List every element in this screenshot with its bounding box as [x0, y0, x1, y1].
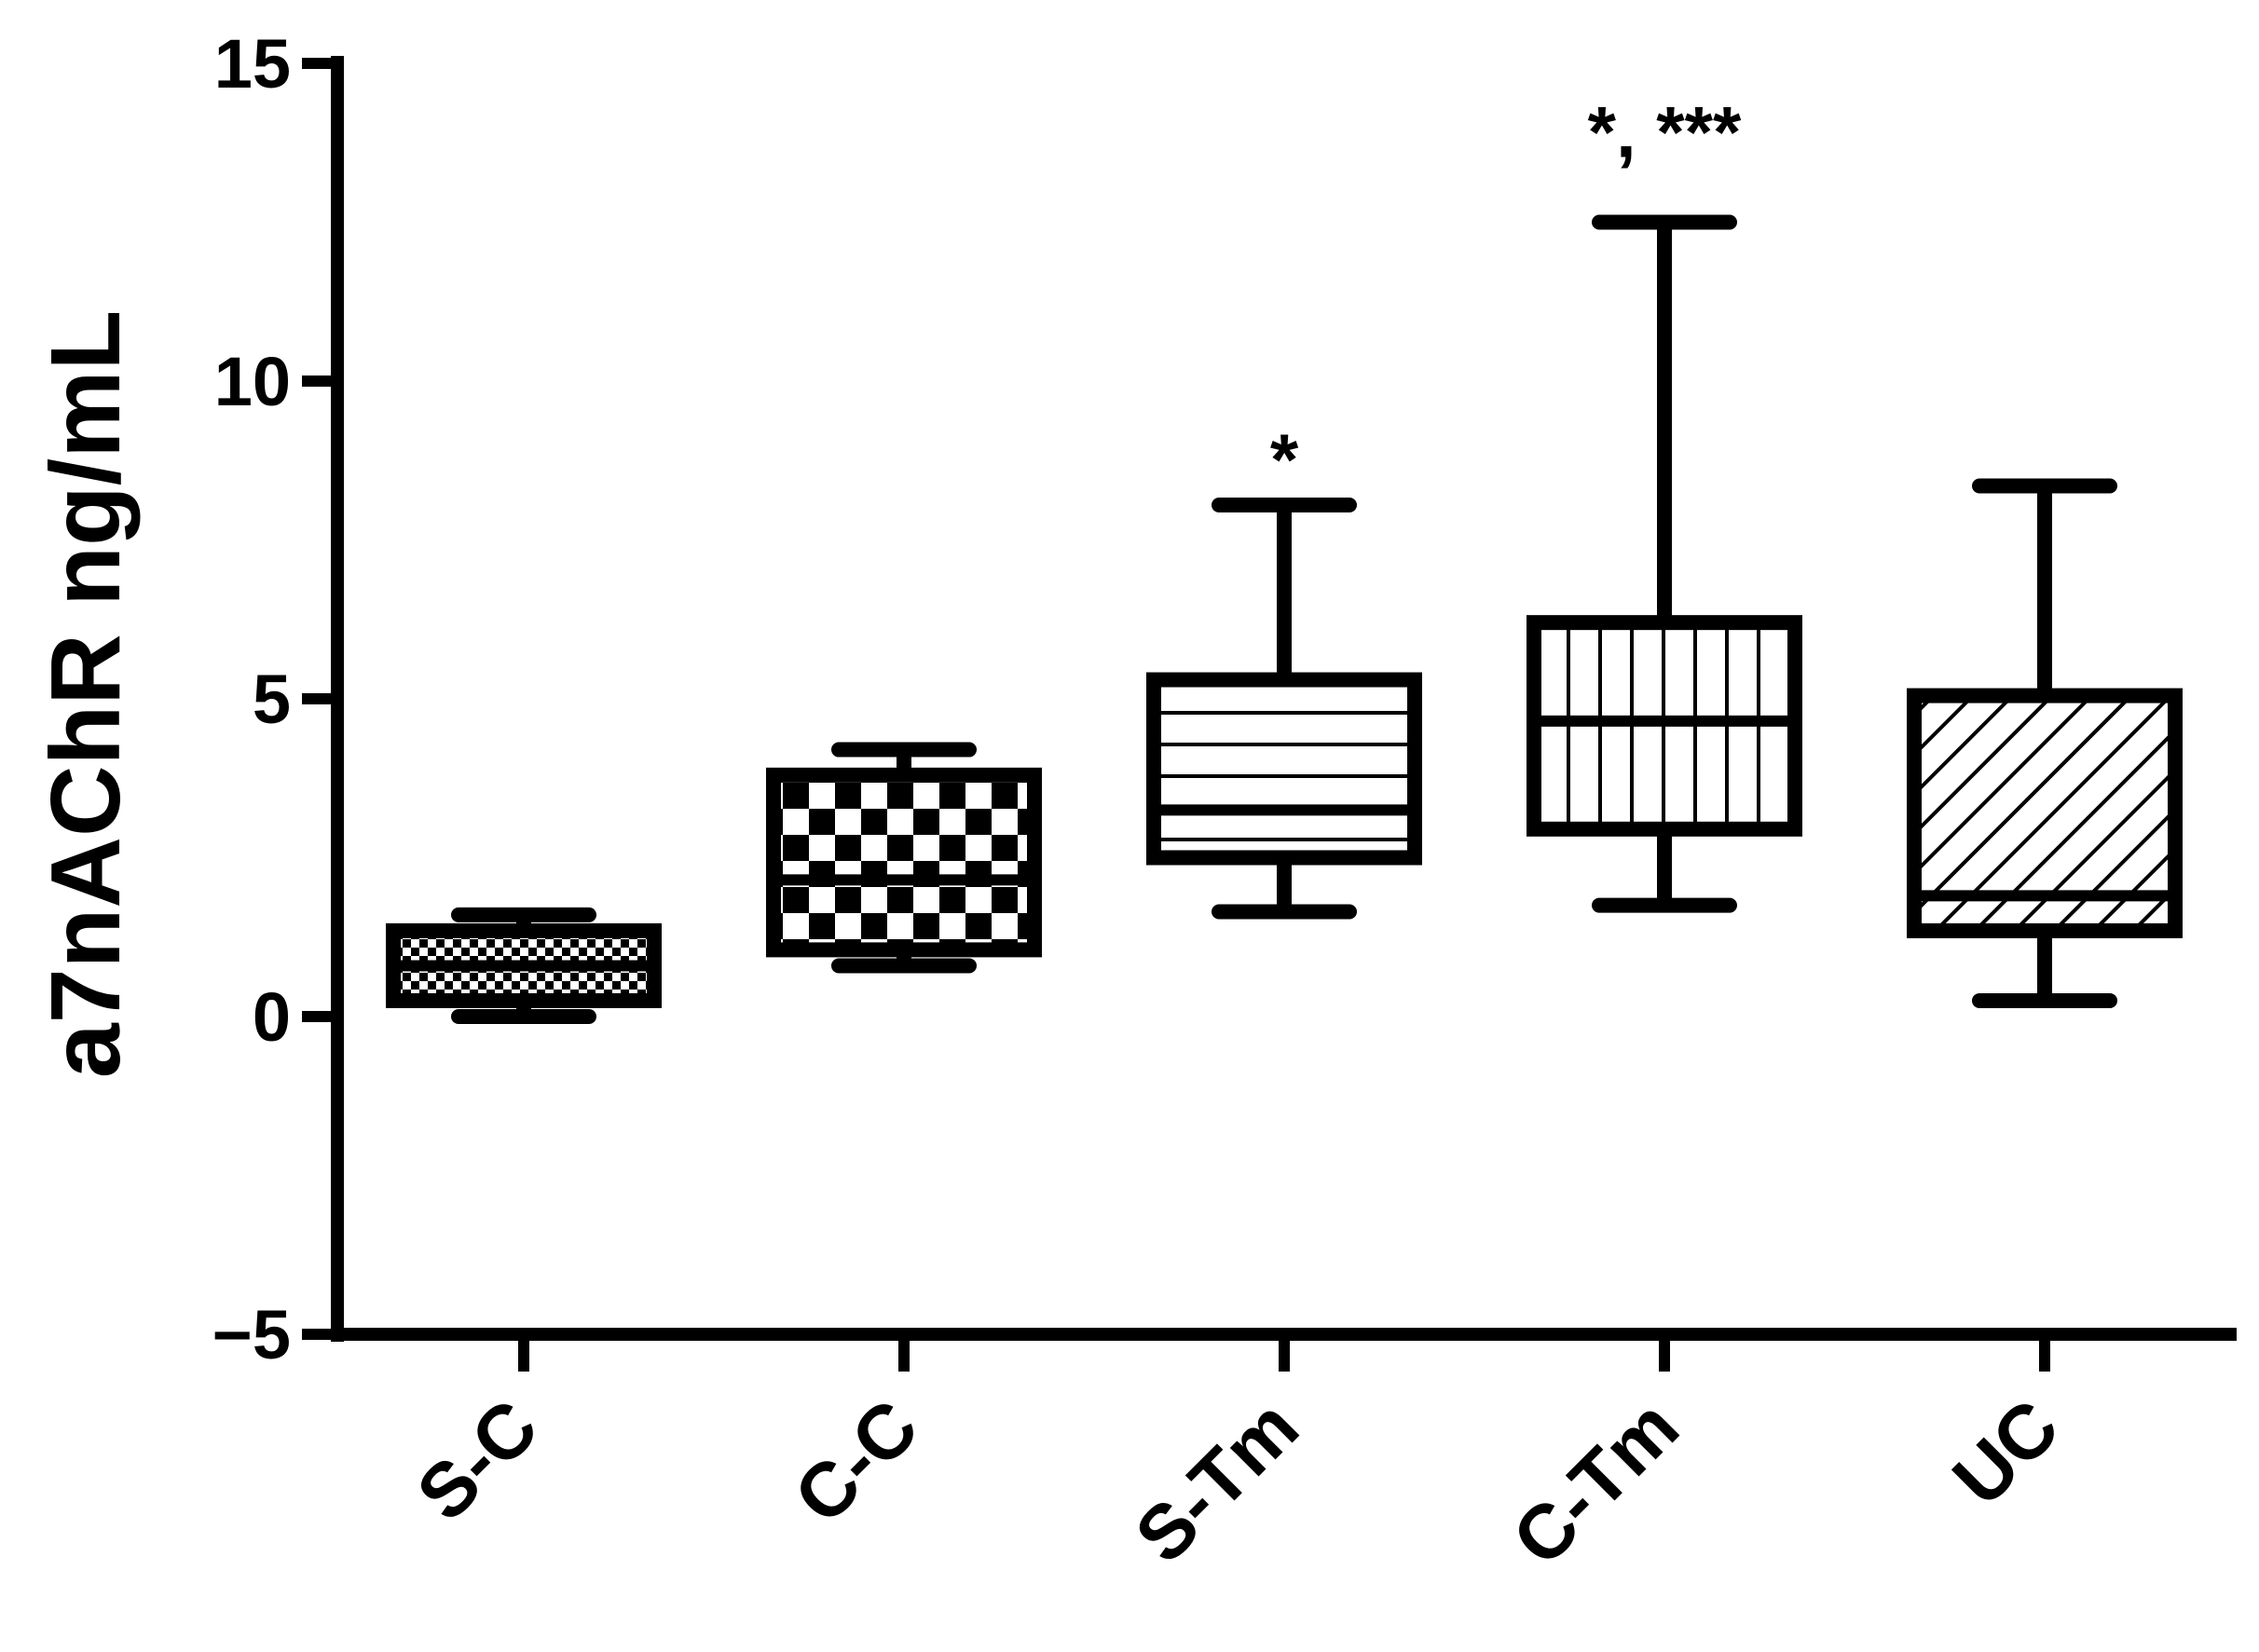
y-axis: −5 0 5 10 15 — [212, 25, 344, 1373]
x-axis: S-C C-C S-Tm C-Tm UC — [331, 1328, 2237, 1582]
box-uc — [1907, 478, 2183, 1008]
significance-marker: * — [1270, 418, 1299, 500]
x-tick-label: S-C — [402, 1384, 554, 1536]
y-tick-label: 5 — [253, 661, 291, 738]
box-c-tm: *, *** — [1527, 91, 1802, 913]
y-tick-label: 0 — [253, 978, 291, 1056]
y-axis-title: a7nAChR ng/mL — [31, 310, 141, 1078]
x-tick-label: UC — [1937, 1384, 2075, 1522]
significance-marker: *, *** — [1588, 91, 1742, 173]
iqr-box — [1146, 672, 1422, 866]
y-tick-label: 15 — [214, 25, 291, 102]
y-tick-label: 10 — [214, 343, 291, 420]
boxes: * *, *** — [386, 91, 2183, 1024]
box-s-tm: * — [1146, 418, 1422, 920]
y-tick-label: −5 — [212, 1296, 291, 1373]
x-tick-label: C-C — [778, 1384, 934, 1539]
x-tick-label: S-Tm — [1119, 1384, 1314, 1578]
iqr-box — [766, 767, 1042, 958]
box-s-c — [386, 907, 662, 1024]
x-tick-label: C-Tm — [1497, 1384, 1695, 1582]
box-c-c — [766, 742, 1042, 974]
